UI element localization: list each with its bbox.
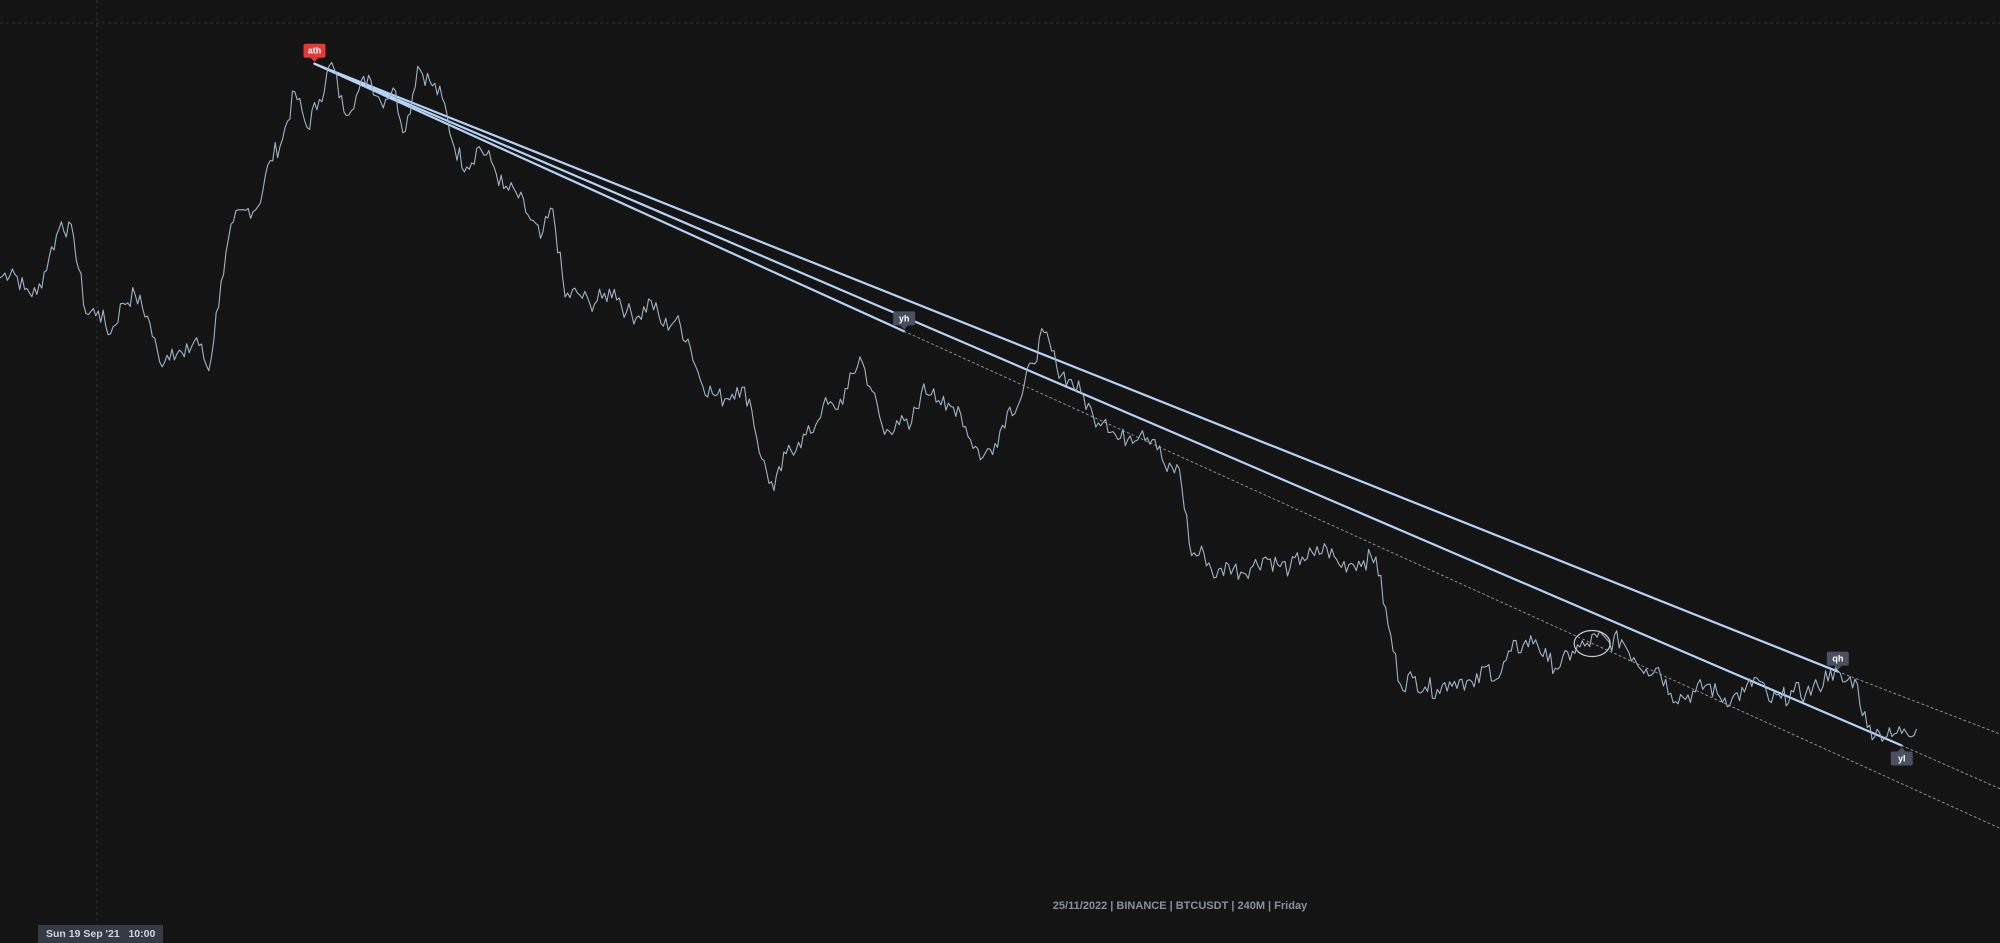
annotation-layer <box>1573 629 1611 658</box>
marker-qh-label: qh <box>1832 654 1843 664</box>
marker-yh-pointer <box>900 325 909 330</box>
crosshair-time-label: Sun 19 Sep '21 10:00 <box>38 925 164 943</box>
marker-yl-pointer <box>1897 747 1906 752</box>
marker-yh: yh <box>893 311 916 330</box>
trendline-1 <box>313 62 1839 673</box>
marker-ath-label: ath <box>308 46 322 56</box>
price-series-layer <box>0 61 1918 742</box>
marker-yl-badge <box>1890 751 1913 766</box>
marker-ath-pointer <box>310 57 319 62</box>
marker-yl: yl <box>1890 747 1913 766</box>
trendline-6 <box>1901 744 2000 790</box>
marker-yl-label: yl <box>1898 753 1906 763</box>
marker-qh-badge <box>1826 651 1849 666</box>
trendline-3 <box>313 62 906 333</box>
marker-ath-badge <box>303 43 326 58</box>
trendline-2 <box>313 62 1903 747</box>
trendline-4 <box>903 330 2000 829</box>
marker-qh-pointer <box>1833 665 1842 670</box>
marker-yh-label: yh <box>899 313 910 323</box>
marker-yh-badge <box>893 311 916 326</box>
trendline-5 <box>1837 671 2000 735</box>
symbol-info-line: 25/11/2022 | BINANCE | BTCUSDT | 240M | … <box>1053 900 1308 912</box>
markers-layer: ath yh qh yl <box>303 43 1913 766</box>
marker-ath: ath <box>303 43 326 62</box>
circle-annotation-1 <box>1573 629 1611 658</box>
trendlines-layer <box>313 62 2000 829</box>
price-series-1 <box>0 61 1918 742</box>
marker-qh: qh <box>1826 651 1849 670</box>
